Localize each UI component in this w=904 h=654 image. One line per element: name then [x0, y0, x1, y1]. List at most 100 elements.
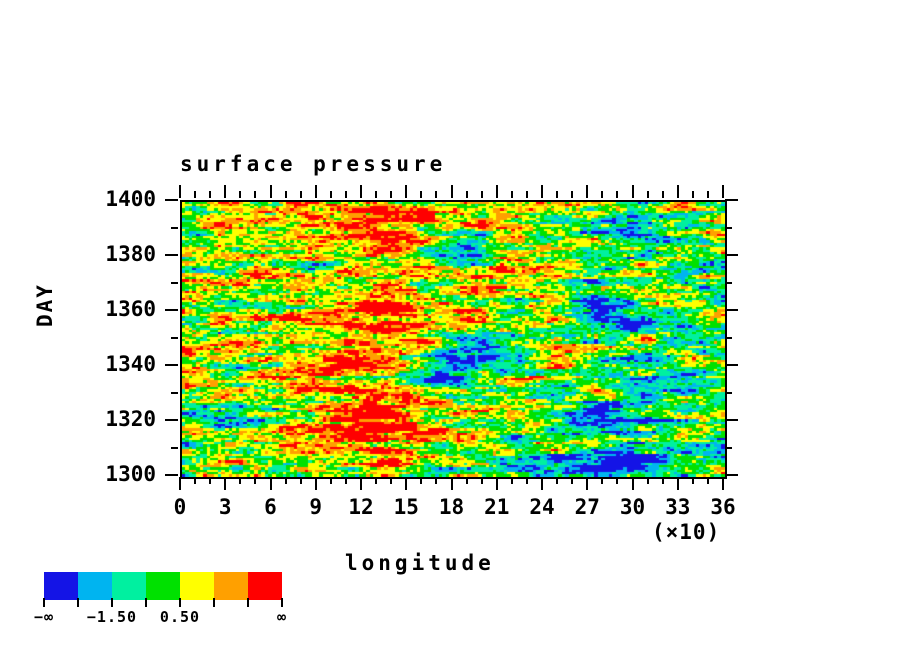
- x-minor-tick: [616, 191, 618, 198]
- y-tick-label: 1380: [105, 242, 156, 266]
- colorbar-swatch[interactable]: [214, 572, 248, 600]
- colorbar[interactable]: [44, 572, 282, 600]
- x-minor-tick: [285, 191, 287, 198]
- y-major-tick: [725, 419, 738, 421]
- x-minor-tick: [511, 477, 513, 484]
- x-major-tick: [722, 185, 724, 198]
- x-major-tick: [224, 185, 226, 198]
- x-major-tick: [270, 477, 272, 490]
- x-major-tick: [405, 477, 407, 490]
- colorbar-tick: [213, 598, 215, 607]
- colorbar-swatch[interactable]: [248, 572, 282, 600]
- y-minor-tick: [171, 392, 178, 394]
- x-minor-tick: [300, 477, 302, 484]
- x-minor-tick: [435, 477, 437, 484]
- y-major-tick: [725, 364, 738, 366]
- y-tick-label: 1400: [105, 187, 156, 211]
- y-minor-tick: [725, 392, 732, 394]
- x-major-tick: [677, 477, 679, 490]
- x-minor-tick: [390, 191, 392, 198]
- y-minor-tick: [725, 227, 732, 229]
- y-major-tick: [725, 199, 738, 201]
- x-major-tick: [586, 185, 588, 198]
- x-minor-tick: [209, 191, 211, 198]
- x-major-tick: [541, 185, 543, 198]
- y-major-tick: [165, 474, 178, 476]
- x-minor-tick: [420, 191, 422, 198]
- x-minor-tick: [254, 477, 256, 484]
- x-minor-tick: [239, 477, 241, 484]
- y-major-tick: [725, 254, 738, 256]
- heatmap-image: [182, 202, 725, 477]
- colorbar-swatch[interactable]: [78, 572, 112, 600]
- x-major-tick: [496, 185, 498, 198]
- colorbar-tick: [281, 598, 283, 607]
- x-minor-tick: [647, 191, 649, 198]
- x-minor-tick: [375, 477, 377, 484]
- y-tick-label: 1320: [105, 407, 156, 431]
- x-minor-tick: [345, 477, 347, 484]
- x-major-tick: [496, 477, 498, 490]
- x-major-tick: [270, 185, 272, 198]
- x-minor-tick: [601, 191, 603, 198]
- colorbar-tick: [145, 598, 147, 607]
- y-major-tick: [165, 364, 178, 366]
- x-minor-tick: [511, 191, 513, 198]
- colorbar-tick: [43, 598, 45, 607]
- x-minor-tick: [556, 477, 558, 484]
- x-tick-label: 30: [619, 495, 646, 519]
- x-minor-tick: [481, 191, 483, 198]
- x-major-tick: [586, 477, 588, 490]
- x-major-tick: [224, 477, 226, 490]
- y-minor-tick: [725, 337, 732, 339]
- x-tick-label: 12: [348, 495, 374, 519]
- x-major-tick: [315, 185, 317, 198]
- heatmap-plot-area[interactable]: [180, 200, 727, 479]
- y-tick-label: 1300: [105, 462, 156, 486]
- y-minor-tick: [171, 337, 178, 339]
- x-major-tick: [179, 477, 181, 490]
- x-tick-label: 27: [574, 495, 600, 519]
- x-major-tick: [405, 185, 407, 198]
- colorbar-swatch[interactable]: [44, 572, 78, 600]
- y-major-tick: [165, 199, 178, 201]
- colorbar-tick: [247, 598, 249, 607]
- x-tick-label: 33: [665, 495, 691, 519]
- colorbar-tick-label: 0.50: [159, 608, 201, 626]
- x-axis-title: longitude: [345, 551, 495, 575]
- x-major-tick: [722, 477, 724, 490]
- x-major-tick: [677, 185, 679, 198]
- y-minor-tick: [171, 447, 178, 449]
- y-major-tick: [725, 474, 738, 476]
- x-minor-tick: [571, 191, 573, 198]
- x-minor-tick: [435, 191, 437, 198]
- x-minor-tick: [466, 191, 468, 198]
- x-minor-tick: [420, 477, 422, 484]
- x-major-tick: [315, 477, 317, 490]
- x-minor-tick: [647, 477, 649, 484]
- x-tick-label: 9: [309, 495, 323, 519]
- x-minor-tick: [330, 191, 332, 198]
- colorbar-tick-label: −∞: [33, 608, 55, 626]
- x-minor-tick: [194, 191, 196, 198]
- x-minor-tick: [707, 191, 709, 198]
- colorbar-tick-label: −1.50: [86, 608, 138, 626]
- colorbar-swatch[interactable]: [112, 572, 146, 600]
- x-minor-tick: [481, 477, 483, 484]
- x-major-tick: [632, 477, 634, 490]
- x-minor-tick: [254, 191, 256, 198]
- x-tick-label: 0: [173, 495, 187, 519]
- x-minor-tick: [526, 191, 528, 198]
- x-tick-label: 36: [710, 495, 736, 519]
- x-minor-tick: [692, 191, 694, 198]
- colorbar-swatch[interactable]: [146, 572, 180, 600]
- x-major-tick: [451, 185, 453, 198]
- y-tick-label: 1340: [105, 352, 156, 376]
- colorbar-swatch[interactable]: [180, 572, 214, 600]
- colorbar-tick: [111, 598, 113, 607]
- x-major-tick: [360, 477, 362, 490]
- y-major-tick: [165, 309, 178, 311]
- x-major-tick: [632, 185, 634, 198]
- x-minor-tick: [300, 191, 302, 198]
- y-minor-tick: [725, 447, 732, 449]
